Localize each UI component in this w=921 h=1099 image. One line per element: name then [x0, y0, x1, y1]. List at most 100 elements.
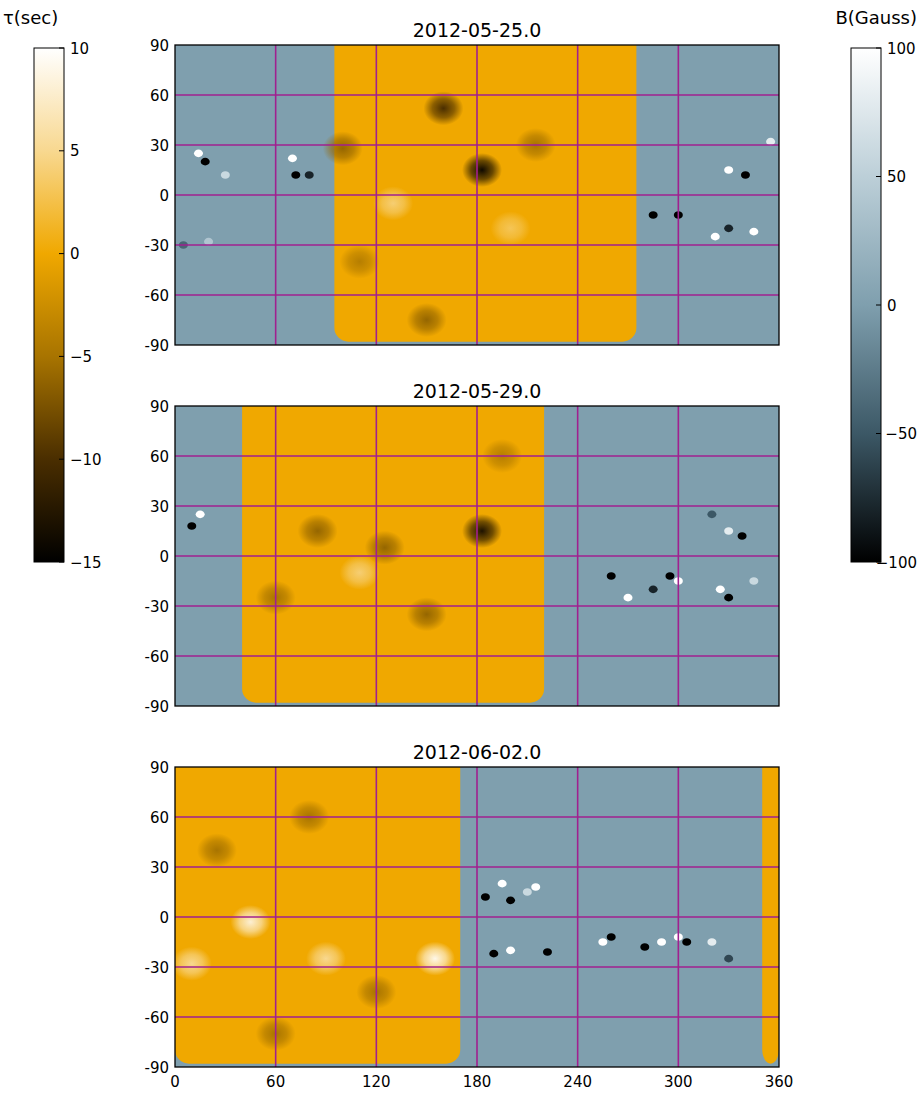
grid-line: [175, 555, 779, 557]
y-tick-label: 0: [159, 909, 169, 927]
far-side-region: [762, 767, 779, 1064]
colorbar-tick: [59, 253, 64, 254]
magnetic-feature: [506, 947, 515, 955]
magnetic-feature: [749, 577, 758, 585]
y-tick-label: -90: [145, 337, 170, 355]
magnetic-feature: [523, 888, 532, 896]
colorbar: [34, 48, 64, 562]
panel-title: 2012-05-25.0: [413, 19, 542, 41]
far-side-region: [334, 45, 636, 342]
far-side-region: [242, 406, 544, 703]
tau-feature: [415, 942, 455, 976]
magnetic-feature: [489, 950, 498, 958]
magnetic-feature: [724, 594, 733, 602]
magnetic-feature: [201, 158, 210, 166]
tau-feature: [462, 514, 502, 548]
colorbar-tick: [59, 562, 64, 563]
magnetic-feature: [607, 933, 616, 941]
grid-line: [175, 505, 779, 507]
colorbar: [851, 48, 881, 562]
colorbar-tick-label: 5: [70, 142, 80, 160]
colorbar-tick-label: 0: [70, 245, 80, 263]
grid-line: [175, 144, 779, 146]
colorbar-tick-label: −50: [885, 425, 917, 443]
magnetic-feature: [288, 155, 297, 163]
grid-line: [175, 455, 779, 457]
y-tick-label: -60: [145, 1009, 170, 1027]
y-tick-label: 90: [150, 37, 169, 55]
y-tick-label: 60: [150, 87, 169, 105]
magnetic-feature: [649, 586, 658, 594]
colorbar-tick: [876, 48, 881, 49]
panel-title: 2012-06-02.0: [413, 741, 542, 763]
grid-line: [175, 244, 779, 246]
tau-feature: [175, 947, 212, 981]
colorbar-tick-label: −5: [70, 348, 92, 366]
magnetic-feature: [711, 233, 720, 241]
y-tick-label: -30: [145, 959, 170, 977]
tau-feature: [323, 131, 363, 165]
colorbar-tick-label: 10: [70, 40, 89, 58]
tau-feature: [340, 556, 380, 590]
magnetic-feature: [657, 938, 666, 946]
magnetic-feature: [738, 532, 747, 540]
magnetic-feature: [598, 938, 607, 946]
grid-line: [175, 605, 779, 607]
y-tick-label: 0: [159, 187, 169, 205]
tau-feature: [423, 91, 463, 125]
colorbar-tick-label: 0: [887, 297, 897, 315]
grid-line: [175, 294, 779, 296]
tau-feature: [407, 597, 447, 631]
grid-line: [175, 1016, 779, 1018]
magnetic-feature: [221, 171, 230, 179]
plot-area: [175, 406, 779, 706]
far-side-region: [175, 767, 460, 1064]
tau-feature: [340, 245, 380, 279]
magnetic-feature: [506, 897, 515, 905]
magnetic-feature: [724, 225, 733, 233]
colorbar-tick-label: −100: [876, 554, 917, 572]
magnetic-feature: [640, 943, 649, 951]
magnetic-feature: [682, 938, 691, 946]
plot-frame: [175, 45, 779, 345]
magnetic-feature: [649, 211, 658, 219]
grid-line: [175, 966, 779, 968]
colorbar-tick: [59, 48, 64, 49]
plot-frame: [175, 406, 779, 706]
magnetic-feature: [291, 171, 300, 179]
grid-line: [175, 866, 779, 868]
tau-feature: [407, 303, 447, 337]
colorbar-tick-label: 100: [887, 40, 916, 58]
x-tick-label: 300: [664, 1073, 693, 1091]
colorbar-label: τ(sec): [3, 7, 58, 28]
tau-feature: [298, 514, 338, 548]
y-tick-label: 30: [150, 498, 169, 516]
y-tick-label: -60: [145, 648, 170, 666]
magnetic-feature: [498, 880, 507, 888]
colorbar-label: B(Gauss): [835, 7, 917, 28]
magnetic-feature: [724, 527, 733, 535]
x-tick-label: 180: [463, 1073, 492, 1091]
magnetic-feature: [716, 586, 725, 594]
colorbar-tick: [876, 176, 881, 177]
grid-line: [175, 94, 779, 96]
x-tick-label: 60: [266, 1073, 285, 1091]
x-tick-label: 240: [563, 1073, 592, 1091]
magnetic-feature: [194, 150, 203, 158]
panel-title: 2012-05-29.0: [413, 380, 542, 402]
grid-line: [175, 194, 779, 196]
plot-area: [175, 45, 779, 345]
x-tick-label: 120: [362, 1073, 391, 1091]
grid-line: [175, 916, 779, 918]
tau-feature: [491, 211, 531, 245]
colorbar-tick-label: −15: [70, 554, 102, 572]
y-tick-label: -60: [145, 287, 170, 305]
magnetic-feature: [624, 594, 633, 602]
magnetic-feature: [707, 511, 716, 519]
y-tick-label: 0: [159, 548, 169, 566]
magnetic-feature: [531, 883, 540, 891]
grid-line: [175, 816, 779, 818]
y-tick-label: 60: [150, 809, 169, 827]
colorbar-tick: [59, 150, 64, 151]
tau-feature: [306, 942, 346, 976]
